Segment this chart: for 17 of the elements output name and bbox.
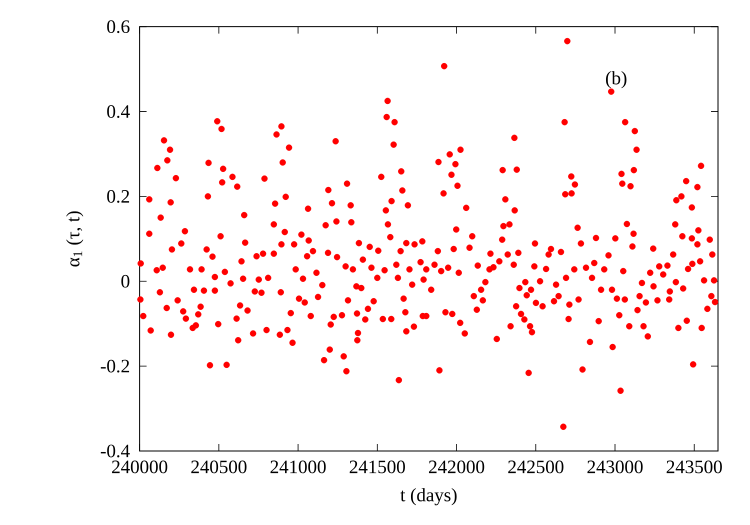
x-tick-label: 243500 <box>666 460 722 474</box>
x-tick-label: 241000 <box>270 460 326 474</box>
x-tick-label: 240000 <box>112 460 168 474</box>
annotation: (b) <box>606 71 626 88</box>
y-tick-label: -0.2 <box>100 360 130 373</box>
x-tick-label: 240500 <box>191 460 247 474</box>
y-tick-label: -0.4 <box>100 444 130 458</box>
y-tick-label: 0.4 <box>107 105 130 118</box>
y-axis-title: α$_{1}$ (τ, t) <box>66 211 84 266</box>
y-tick-label: 0.2 <box>107 190 130 203</box>
x-tick-label: 241500 <box>350 460 405 474</box>
x-tick-label: 243000 <box>587 460 643 474</box>
x-tick-label: 242500 <box>508 460 564 474</box>
x-axis-title: t (days) <box>400 488 457 506</box>
y-tick-label: 0 <box>121 274 130 288</box>
y-tick-label: 0.6 <box>107 20 130 34</box>
x-tick-label: 242000 <box>428 460 484 474</box>
